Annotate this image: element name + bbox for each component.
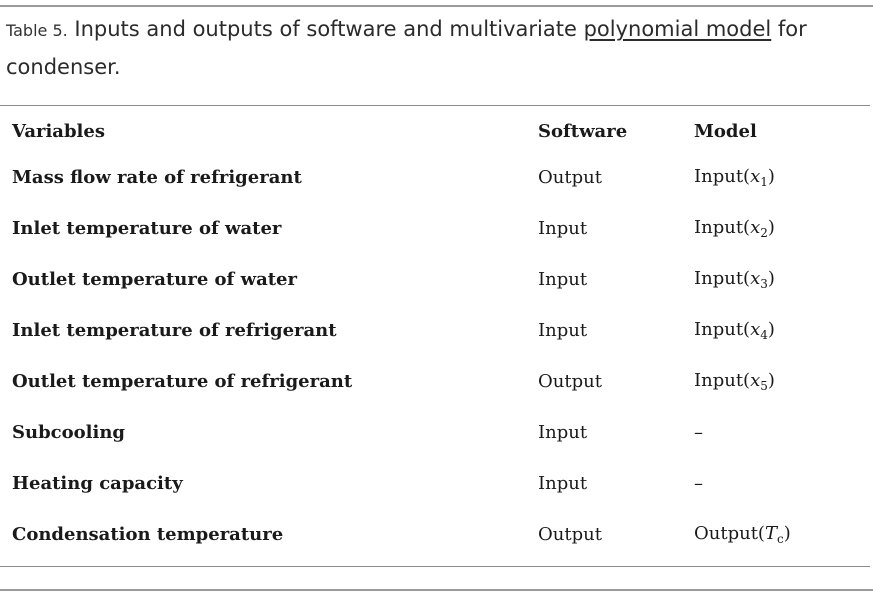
variable-cell: Inlet temperature of water — [12, 218, 282, 239]
variable-cell: Inlet temperature of refrigerant — [12, 320, 337, 341]
model-subscript: 4 — [760, 328, 768, 342]
model-subscript: 1 — [760, 175, 768, 189]
model-subscript: 3 — [760, 277, 768, 291]
model-variable: x — [750, 217, 761, 238]
table-label: Table 5. — [6, 21, 68, 40]
model-cell: Input(x4) — [694, 305, 870, 356]
software-cell: Input — [538, 320, 588, 341]
variable-cell: Condensation temperature — [12, 524, 284, 545]
software-cell: Input — [538, 422, 588, 443]
model-variable: x — [750, 166, 761, 187]
model-prefix: Input( — [694, 370, 751, 391]
variable-cell: Subcooling — [12, 422, 125, 443]
model-subscript: 2 — [760, 226, 768, 240]
model-suffix: ) — [767, 268, 775, 289]
table-row: Outlet temperature of water Input Input(x3… — [0, 254, 870, 305]
top-border-rule — [0, 5, 873, 7]
software-cell: Output — [538, 524, 602, 545]
model-prefix: Input( — [694, 217, 751, 238]
model-subscript: 5 — [760, 379, 768, 393]
table-row: Condensation temperature Output Output(Tc) — [0, 509, 870, 560]
polynomial-model-link[interactable]: polynomial model — [583, 17, 772, 41]
model-variable: x — [750, 319, 761, 340]
model-cell: Input(x1) — [694, 152, 870, 203]
model-prefix: Input( — [694, 166, 751, 187]
model-prefix: – — [694, 473, 703, 494]
software-cell: Output — [538, 371, 602, 392]
variable-cell: Outlet temperature of refrigerant — [12, 371, 353, 392]
software-cell: Input — [538, 218, 588, 239]
caption-text-end: for condenser. — [6, 17, 807, 79]
model-cell: Input(x5) — [694, 356, 870, 407]
table-row: Heating capacity Input – — [0, 458, 870, 509]
table-top-rule — [0, 105, 870, 106]
model-prefix: Output( — [694, 523, 765, 544]
model-suffix: ) — [767, 217, 775, 238]
table-body: Mass flow rate of refrigerant Output Input… — [0, 152, 870, 560]
header-variables: Variables — [12, 120, 105, 142]
model-cell: – — [694, 458, 870, 509]
model-cell: Input(x2) — [694, 203, 870, 254]
caption-text-start: Inputs and outputs of software and multi… — [67, 17, 584, 41]
model-suffix: ) — [783, 523, 791, 544]
model-suffix: ) — [767, 370, 775, 391]
model-prefix: Input( — [694, 319, 751, 340]
model-variable: x — [750, 268, 761, 289]
model-cell: – — [694, 407, 870, 458]
table-row: Inlet temperature of water Input Input(x2) — [0, 203, 870, 254]
table-row: Subcooling Input – — [0, 407, 870, 458]
model-variable: T — [764, 523, 777, 544]
model-cell: Input(x3) — [694, 254, 870, 305]
software-cell: Output — [538, 167, 602, 188]
model-subscript: c — [776, 532, 784, 546]
table-header-row: Variables Software Model — [0, 110, 870, 152]
variable-cell: Mass flow rate of refrigerant — [12, 167, 302, 188]
table-row: Inlet temperature of refrigerant Input Inp… — [0, 305, 870, 356]
bottom-border-rule — [0, 589, 873, 591]
table-caption: Table 5. Inputs and outputs of software … — [6, 11, 856, 85]
table-bottom-rule — [0, 566, 870, 567]
software-cell: Input — [538, 473, 588, 494]
variable-cell: Heating capacity — [12, 473, 183, 494]
variables-table: Variables Software Model Mass flow rate … — [0, 110, 870, 560]
model-variable: x — [750, 370, 761, 391]
header-model: Model — [694, 120, 757, 142]
model-prefix: Input( — [694, 268, 751, 289]
table-row: Outlet temperature of refrigerant Output I… — [0, 356, 870, 407]
variable-cell: Outlet temperature of water — [12, 269, 297, 290]
model-cell: Output(Tc) — [694, 509, 870, 560]
software-cell: Input — [538, 269, 588, 290]
header-software: Software — [538, 120, 628, 142]
model-suffix: ) — [767, 166, 775, 187]
model-prefix: – — [694, 422, 703, 443]
table-row: Mass flow rate of refrigerant Output Input… — [0, 152, 870, 203]
model-suffix: ) — [767, 319, 775, 340]
